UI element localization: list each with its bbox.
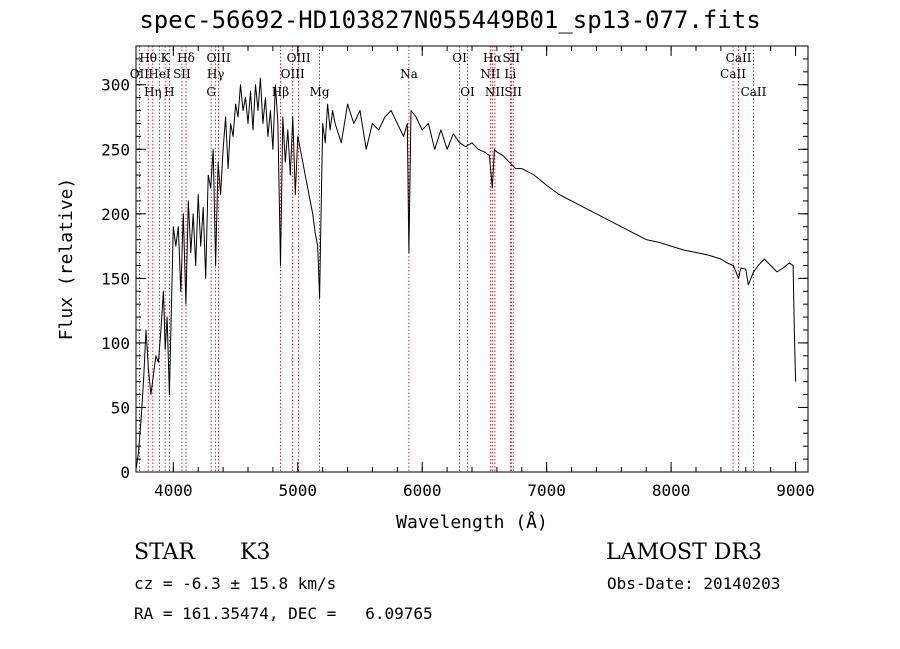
spectrum-line xyxy=(135,77,797,470)
x-tick-label: 5000 xyxy=(279,481,318,500)
line-label-3: K xyxy=(161,51,171,65)
y-tick-label: 150 xyxy=(101,269,130,288)
y-tick-label: 50 xyxy=(111,398,130,417)
line-label-22: NII xyxy=(485,85,505,99)
class-label: STAR xyxy=(134,540,195,565)
line-label-23: SII xyxy=(504,85,522,99)
x-axis-label: Wavelength (Å) xyxy=(396,511,548,533)
line-label-25: CaII xyxy=(720,67,746,81)
line-label-12: OIII xyxy=(281,67,305,81)
line-label-15: Na xyxy=(400,67,418,81)
line-label-10: G xyxy=(206,85,216,99)
survey-label: LAMOST DR3 xyxy=(606,540,762,565)
line-label-26: CaII xyxy=(741,85,767,99)
line-label-0: Hθ xyxy=(139,51,157,65)
x-tick-label: 6000 xyxy=(403,481,442,500)
line-label-16: OI xyxy=(452,51,467,65)
cz-readout: cz = -6.3 ± 15.8 km/s xyxy=(134,574,337,593)
y-tick-label: 250 xyxy=(101,140,130,159)
obs-date: Obs-Date: 20140203 xyxy=(607,574,781,593)
line-label-1: OII xyxy=(130,67,150,81)
y-axis-label: Flux (relative) xyxy=(56,178,77,341)
y-tick-label: 200 xyxy=(101,205,130,224)
line-label-13: Hβ xyxy=(272,85,289,99)
line-label-5: H xyxy=(164,85,174,99)
line-label-11: OIII xyxy=(287,51,311,65)
line-label-18: Hα xyxy=(483,51,502,65)
x-tick-label: 8000 xyxy=(652,481,691,500)
subclass-label: K3 xyxy=(240,540,271,565)
coords-readout: RA = 161.35474, DEC = 6.09765 xyxy=(134,604,433,623)
x-tick-label: 9000 xyxy=(776,481,815,500)
line-label-4: HeI xyxy=(148,67,171,81)
y-tick-label: 0 xyxy=(120,463,130,482)
x-tick-label: 7000 xyxy=(527,481,566,500)
line-label-7: SII xyxy=(173,67,191,81)
line-label-20: NII xyxy=(480,67,500,81)
line-label-9: Hγ xyxy=(207,67,225,81)
line-label-14: Mg xyxy=(310,85,330,99)
y-tick-label: 100 xyxy=(101,334,130,353)
line-label-6: Hδ xyxy=(177,51,195,65)
x-tick-label: 4000 xyxy=(154,481,193,500)
line-label-19: SII xyxy=(502,51,520,65)
line-label-21: Li xyxy=(504,67,516,81)
y-tick-label: 300 xyxy=(101,76,130,95)
line-label-17: OI xyxy=(460,85,475,99)
line-label-8: OIII xyxy=(206,51,230,65)
chart-title: spec-56692-HD103827N055449B01_sp13-077.f… xyxy=(139,6,761,34)
line-label-2: Hη xyxy=(144,85,162,99)
line-label-24: CaII xyxy=(726,51,752,65)
